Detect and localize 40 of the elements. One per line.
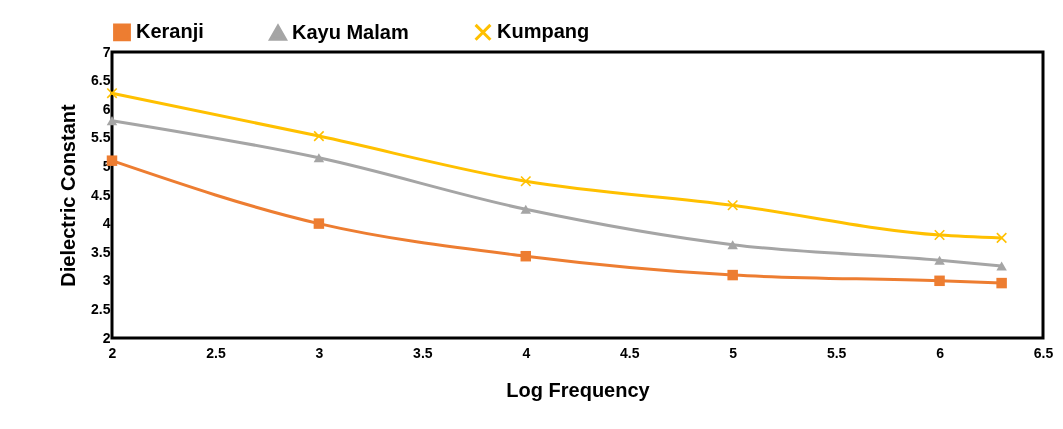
y-tick-label: 3.5 <box>91 243 111 260</box>
point <box>106 87 118 99</box>
y-tick-label: 5.5 <box>91 129 111 146</box>
y-tick-label: 4.5 <box>91 186 111 203</box>
x-axis-title: Log Frequency <box>506 378 651 401</box>
point <box>520 250 532 262</box>
point <box>727 240 738 250</box>
point <box>106 116 118 126</box>
point <box>313 130 325 142</box>
point <box>313 153 325 163</box>
legend-label: Kayu Malam <box>292 20 409 43</box>
y-tick-label: 4 <box>102 215 111 232</box>
point <box>934 229 946 241</box>
x-tick-label: 5 <box>729 344 738 361</box>
x-tick-label: 4.5 <box>619 344 640 361</box>
x-tick-label: 2.5 <box>206 344 226 361</box>
point <box>727 269 738 281</box>
point <box>996 232 1008 244</box>
point <box>313 218 325 229</box>
point <box>996 277 1007 289</box>
point <box>520 204 532 214</box>
point <box>934 255 945 265</box>
x-tick-label: 4 <box>522 344 531 361</box>
legend-label: Keranji <box>136 20 204 43</box>
x-tick-label: 6.5 <box>1033 344 1054 361</box>
y-tick-label: 6 <box>102 100 111 117</box>
y-tick-label: 2.5 <box>91 300 111 317</box>
y-tick-label: 3 <box>102 272 111 289</box>
x-tick-label: 5.5 <box>826 344 847 361</box>
x-tick-label: 3 <box>315 344 324 361</box>
legend-label: Kumpang <box>497 20 590 43</box>
x-tick-label: 6 <box>936 344 945 361</box>
point <box>727 199 739 211</box>
x-tick-label: 3.5 <box>413 344 433 361</box>
point <box>520 175 532 187</box>
point <box>934 275 945 287</box>
y-tick-label: 2 <box>102 329 111 346</box>
y-tick-label: 7 <box>102 43 111 60</box>
y-tick-label: 6.5 <box>91 72 111 89</box>
y-axis-title: Dielectric Constant <box>57 104 80 287</box>
